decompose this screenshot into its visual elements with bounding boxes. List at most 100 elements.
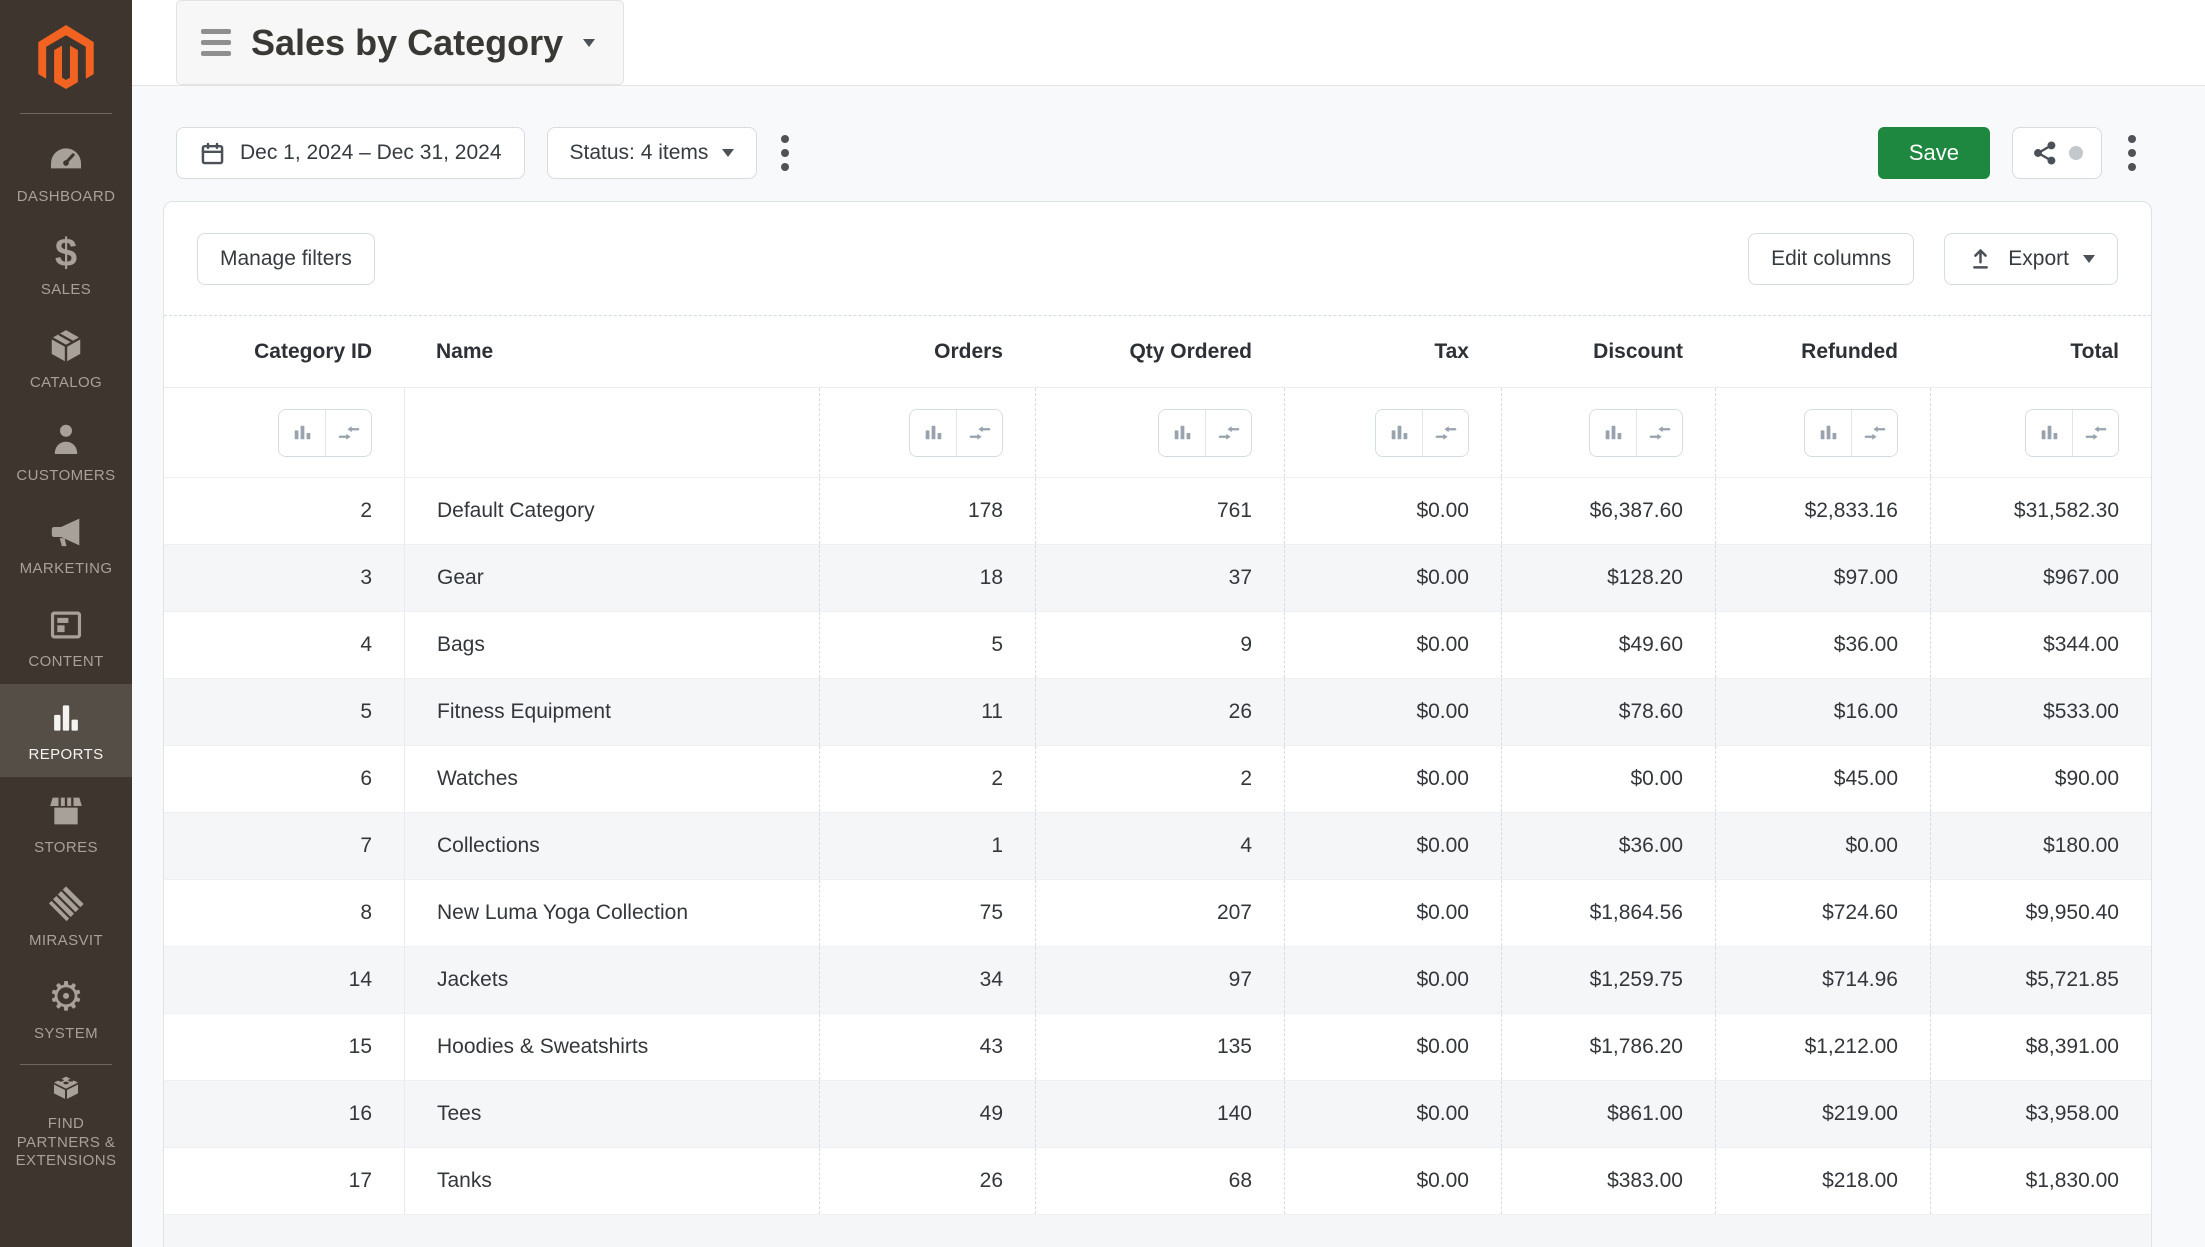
- table-cell-total: $5,721.85: [1930, 947, 2151, 1013]
- table-cell-qty-ordered: 26: [1035, 679, 1284, 745]
- column-header-total[interactable]: Total: [2070, 339, 2119, 363]
- column-chart-button[interactable]: [1805, 409, 1851, 456]
- table-row[interactable]: 5 Fitness Equipment 11 26 $0.00 $78.60 $16.00 $…: [164, 678, 2151, 745]
- column-chart-button[interactable]: [2026, 409, 2072, 456]
- magento-logo[interactable]: [0, 0, 132, 113]
- column-chart-button[interactable]: [279, 409, 325, 456]
- column-compare-button[interactable]: [1205, 409, 1251, 456]
- table-row[interactable]: 7 Collections 1 4 $0.00 $36.00 $0.00 $180.00: [164, 812, 2151, 879]
- table-cell-refunded: $16.00: [1715, 679, 1930, 745]
- table-row[interactable]: 16 Tees 49 140 $0.00 $861.00 $219.00 $3,958.00: [164, 1080, 2151, 1147]
- table-row[interactable]: 14 Jackets 34 97 $0.00 $1,259.75 $714.96 $5,721…: [164, 946, 2151, 1013]
- sidebar-item-dashboard[interactable]: DASHBOARD: [0, 126, 132, 219]
- manage-filters-button[interactable]: Manage filters: [197, 233, 375, 285]
- column-header-name[interactable]: Name: [436, 339, 494, 363]
- column-compare-button[interactable]: [1422, 409, 1468, 456]
- table-cell-refunded: $724.60: [1715, 880, 1930, 946]
- status-filter-dropdown[interactable]: Status: 4 items: [546, 127, 758, 179]
- filter-cell-discount: [1501, 388, 1715, 477]
- sidebar: DASHBOARD $ SALES CATALOG CUSTOMERS: [0, 0, 132, 1247]
- table-cell-orders: 43: [819, 1014, 1035, 1080]
- sidebar-item-system[interactable]: ⚙ SYSTEM: [0, 963, 132, 1056]
- chevron-down-icon: [2083, 255, 2095, 263]
- column-chart-button[interactable]: [1159, 409, 1205, 456]
- kebab-icon: [2128, 135, 2136, 143]
- column-header-category-id[interactable]: Category ID: [254, 339, 372, 363]
- table-cell-orders: 18: [819, 545, 1035, 611]
- table-row[interactable]: 2 Default Category 178 761 $0.00 $6,387.60 $2,…: [164, 477, 2151, 544]
- sidebar-item-sales[interactable]: $ SALES: [0, 219, 132, 312]
- hamburger-icon: [201, 29, 231, 56]
- table-row[interactable]: 4 Bags 5 9 $0.00 $49.60 $36.00 $344.00: [164, 611, 2151, 678]
- compare-arrows-icon: [2085, 425, 2106, 440]
- sidebar-item-stores[interactable]: STORES: [0, 777, 132, 870]
- sidebar-item-label: MIRASVIT: [28, 931, 104, 949]
- column-header-tax[interactable]: Tax: [1434, 339, 1469, 363]
- table-cell-category-id: 14: [348, 968, 372, 991]
- table-cell-name: Tees: [404, 1081, 819, 1147]
- toolbar: Dec 1, 2024 – Dec 31, 2024 Status: 4 ite…: [132, 127, 2205, 179]
- calendar-icon: [201, 142, 224, 164]
- table-row[interactable]: 6 Watches 2 2 $0.00 $0.00 $45.00 $90.00: [164, 745, 2151, 812]
- table-cell-tax: $0.00: [1284, 947, 1501, 1013]
- column-compare-button[interactable]: [1636, 409, 1682, 456]
- table-header-row: Category ID Name Orders Qty Ordered Tax Disco…: [164, 315, 2151, 387]
- table-row[interactable]: 17 Tanks 26 68 $0.00 $383.00 $218.00 $1,830.00: [164, 1147, 2151, 1214]
- magento-logo-icon: [38, 24, 94, 89]
- column-chart-button[interactable]: [1590, 409, 1636, 456]
- filter-cell-category-id: [164, 388, 404, 477]
- table-cell-discount: $1,786.20: [1501, 1014, 1715, 1080]
- column-chart-button[interactable]: [910, 409, 956, 456]
- sidebar-item-customers[interactable]: CUSTOMERS: [0, 405, 132, 498]
- column-chart-button[interactable]: [1376, 409, 1422, 456]
- sidebar-item-reports[interactable]: REPORTS: [0, 684, 132, 777]
- sidebar-item-content[interactable]: CONTENT: [0, 591, 132, 684]
- column-filter-pair: [1158, 408, 1252, 457]
- share-icon: [2034, 141, 2056, 165]
- column-header-qty-ordered[interactable]: Qty Ordered: [1129, 339, 1252, 363]
- mini-bar-chart-icon: [2041, 425, 2057, 440]
- report-title-dropdown[interactable]: Sales by Category: [176, 0, 625, 85]
- table-cell-orders: 75: [819, 880, 1035, 946]
- sales-icon: $: [54, 230, 78, 275]
- table-cell-total: $90.00: [1930, 746, 2151, 812]
- table-cell-name: Gear: [404, 545, 819, 611]
- table-cell-name: Default Category: [404, 478, 819, 544]
- table-row[interactable]: 8 New Luma Yoga Collection 75 207 $0.00 $1,86…: [164, 879, 2151, 946]
- column-header-refunded[interactable]: Refunded: [1801, 339, 1898, 363]
- header-more-button[interactable]: [2112, 127, 2152, 179]
- edit-columns-button[interactable]: Edit columns: [1748, 233, 1915, 285]
- column-compare-button[interactable]: [1851, 409, 1897, 456]
- toolbar-more-button[interactable]: [765, 127, 805, 179]
- table-row[interactable]: 3 Gear 18 37 $0.00 $128.20 $97.00 $967.00: [164, 544, 2151, 611]
- column-compare-button[interactable]: [325, 409, 371, 456]
- sidebar-item-label: FIND PARTNERS & EXTENSIONS: [15, 1114, 117, 1170]
- export-button[interactable]: Export: [1944, 233, 2118, 285]
- share-button[interactable]: [2012, 127, 2102, 179]
- filter-cell-qty-ordered: [1035, 388, 1284, 477]
- column-header-discount[interactable]: Discount: [1593, 339, 1683, 363]
- sidebar-item-marketing[interactable]: MARKETING: [0, 498, 132, 591]
- marketing-icon: [46, 511, 86, 553]
- column-compare-button[interactable]: [956, 409, 1002, 456]
- table-cell-orders: 34: [819, 947, 1035, 1013]
- date-range-button[interactable]: Dec 1, 2024 – Dec 31, 2024: [176, 127, 525, 179]
- content-area: Dec 1, 2024 – Dec 31, 2024 Status: 4 ite…: [132, 86, 2205, 1247]
- sidebar-item-catalog[interactable]: CATALOG: [0, 312, 132, 405]
- date-range-label: Dec 1, 2024 – Dec 31, 2024: [240, 141, 502, 164]
- table-cell-qty-ordered: 9: [1035, 612, 1284, 678]
- table-cell-tax: $0.00: [1284, 612, 1501, 678]
- table-row[interactable]: 15 Hoodies & Sweatshirts 43 135 $0.00 $1,786.…: [164, 1013, 2151, 1080]
- table-cell-category-id: 5: [360, 700, 372, 723]
- table-cell-tax: $0.00: [1284, 1148, 1501, 1214]
- sidebar-item-find-partners[interactable]: FIND PARTNERS & EXTENSIONS: [0, 1073, 132, 1169]
- table-cell-name: Jackets: [404, 947, 819, 1013]
- sidebar-item-mirasvit[interactable]: MIRASVIT: [0, 870, 132, 963]
- save-button[interactable]: Save: [1877, 127, 1990, 179]
- column-compare-button[interactable]: [2072, 409, 2118, 456]
- sidebar-item-label: REPORTS: [28, 745, 104, 763]
- filter-cell-name: [404, 388, 819, 477]
- column-header-orders[interactable]: Orders: [934, 339, 1003, 363]
- compare-arrows-icon: [1649, 425, 1670, 440]
- page-title: Sales by Category: [251, 21, 564, 63]
